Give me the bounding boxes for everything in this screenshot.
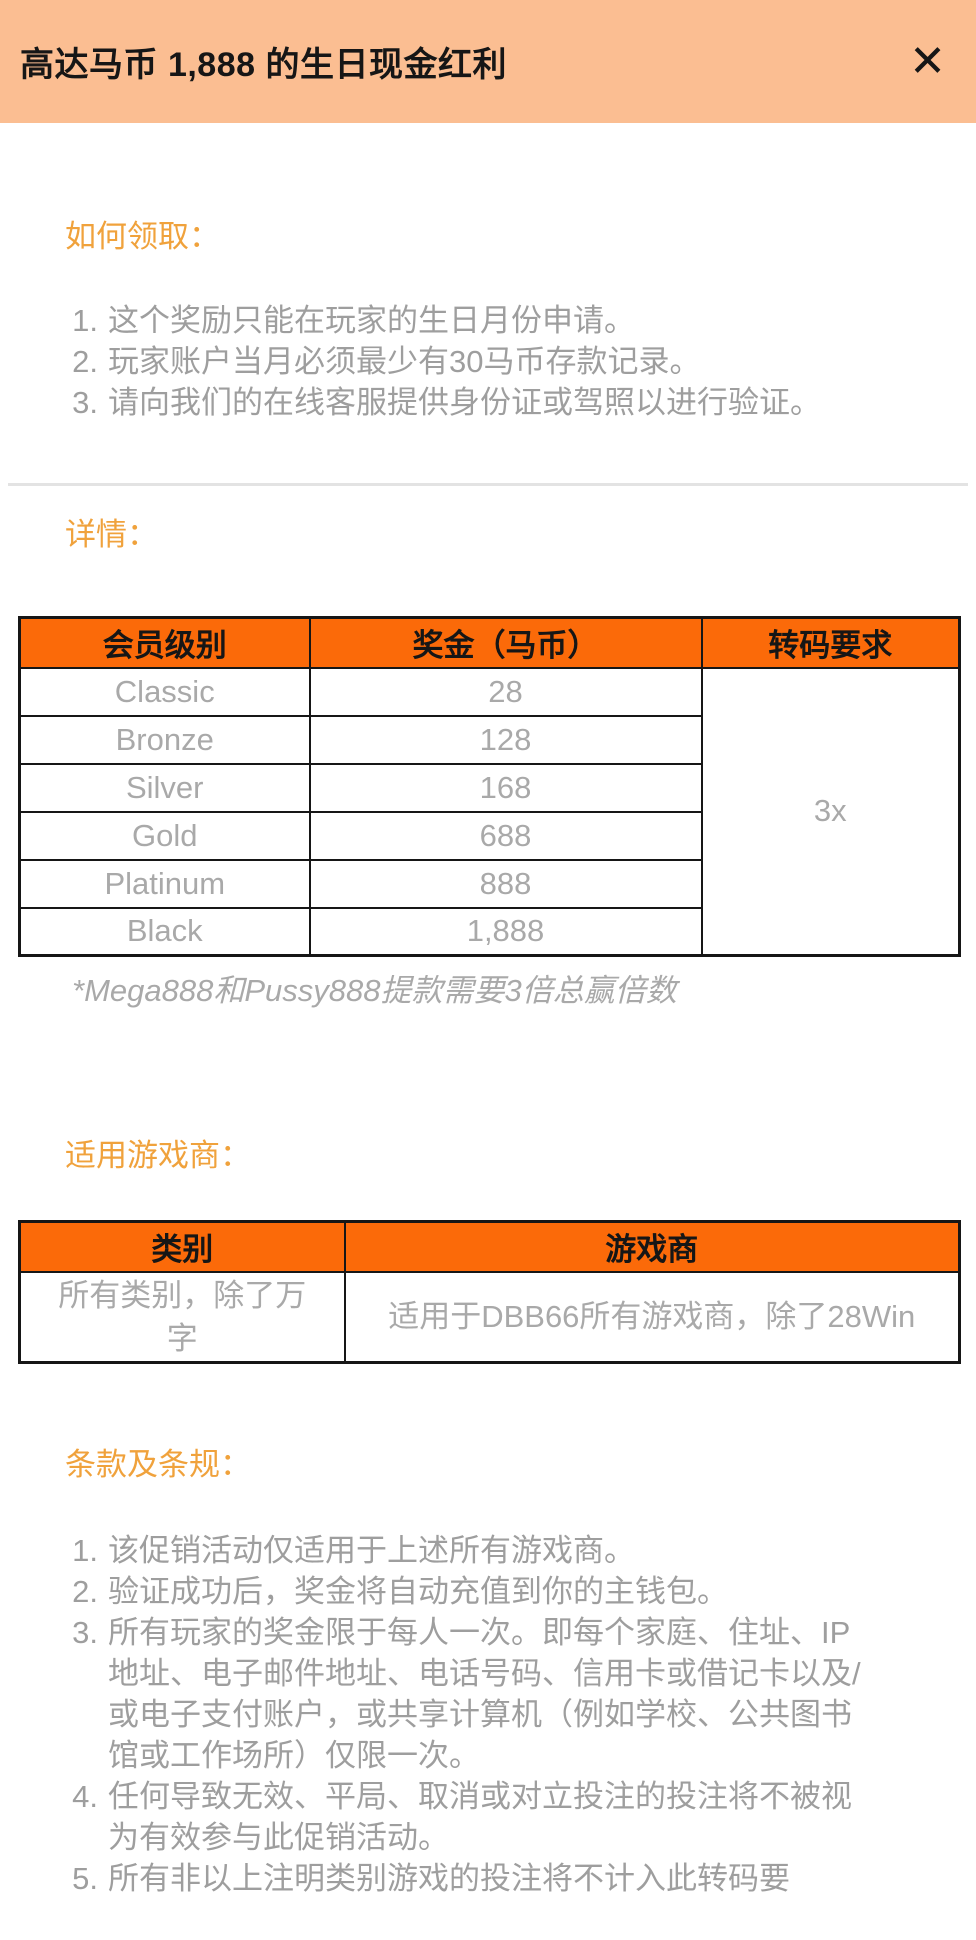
- providers-col-provider: 游戏商: [343, 1220, 961, 1273]
- list-item: 请向我们的在线客服提供身份证或驾照以进行验证。: [68, 382, 821, 423]
- modal-content: 如何领取： 这个奖励只能在玩家的生日月份申请。 玩家账户当月必须最少有30马币存款…: [0, 123, 976, 1899]
- table-cell: Gold: [18, 810, 311, 861]
- list-item: 所有玩家的奖金限于每人一次。即每个家庭、住址、IP地址、电子邮件地址、电话号码、…: [68, 1612, 861, 1773]
- table-cell: 888: [308, 858, 703, 909]
- page-title: 高达马币 1,888 的生日现金红利: [20, 46, 507, 84]
- table-cell: 28: [308, 666, 703, 717]
- table-row: Black 1,888: [18, 906, 960, 957]
- table-cell: 1,888: [308, 906, 703, 957]
- details-col-turnover: 转码要求: [700, 616, 961, 669]
- table-cell: Bronze: [18, 714, 311, 765]
- modal-header: 高达马币 1,888 的生日现金红利 ✕: [0, 0, 976, 123]
- providers-table-header-row: 类别 游戏商: [18, 1220, 961, 1273]
- details-table-body: Classic 28 3x Bronze 128 Silver 168 Gold 688 Plat…: [18, 666, 961, 957]
- providers-provider-cell: 适用于DBB66所有游戏商，除了28Win: [343, 1270, 961, 1364]
- list-item: 任何导致无效、平局、取消或对立投注的投注将不被视为有效参与此促销活动。: [68, 1776, 852, 1855]
- table-cell: Silver: [18, 762, 311, 813]
- list-item: 验证成功后，奖金将自动充值到你的主钱包。: [68, 1571, 728, 1612]
- details-table-header-row: 会员级别 奖金（马币） 转码要求: [18, 616, 961, 669]
- section-divider: [8, 483, 968, 486]
- section-title-how-to-claim: 如何领取：: [65, 219, 220, 254]
- section-title-terms: 条款及条规：: [65, 1447, 251, 1482]
- table-cell: Classic: [18, 666, 311, 717]
- table-cell: Platinum: [18, 858, 311, 909]
- section-title-details: 详情：: [65, 517, 158, 552]
- details-table: 会员级别 奖金（马币） 转码要求 Classic 28 3x Bronze 128 Sil…: [18, 616, 961, 957]
- list-item: 该促销活动仅适用于上述所有游戏商。: [68, 1530, 635, 1571]
- table-row: Silver 168: [18, 762, 960, 813]
- table-cell: 168: [308, 762, 703, 813]
- providers-table-row: 所有类别，除了万字 适用于DBB66所有游戏商，除了28Win: [18, 1270, 961, 1364]
- table-row: Gold 688: [18, 810, 960, 861]
- close-icon[interactable]: ✕: [909, 36, 946, 86]
- terms-list: 该促销活动仅适用于上述所有游戏商。 验证成功后，奖金将自动充值到你的主钱包。 所有玩…: [0, 1530, 976, 1899]
- providers-col-category: 类别: [18, 1220, 346, 1273]
- providers-category-cell: 所有类别，除了万字: [18, 1270, 346, 1364]
- turnover-requirement-cell: 3x: [700, 666, 961, 957]
- table-row: Bronze 128: [18, 714, 960, 765]
- list-item: 所有非以上注明类别游戏的投注将不计入此转码要: [68, 1858, 790, 1899]
- section-title-providers: 适用游戏商：: [65, 1138, 251, 1173]
- table-cell: 128: [308, 714, 703, 765]
- list-item: 这个奖励只能在玩家的生日月份申请。: [68, 300, 635, 341]
- list-item: 玩家账户当月必须最少有30马币存款记录。: [68, 341, 701, 382]
- details-col-bonus: 奖金（马币）: [308, 616, 703, 669]
- providers-table: 类别 游戏商 所有类别，除了万字 适用于DBB66所有游戏商，除了28Win: [18, 1220, 961, 1364]
- details-col-level: 会员级别: [18, 616, 311, 669]
- how-to-claim-list: 这个奖励只能在玩家的生日月份申请。 玩家账户当月必须最少有30马币存款记录。 请向我…: [0, 300, 976, 423]
- table-cell: Black: [18, 906, 311, 957]
- table-cell: 688: [308, 810, 703, 861]
- table-row: Platinum 888: [18, 858, 960, 909]
- details-note: *Mega888和Pussy888提款需要3倍总赢倍数: [72, 973, 677, 1008]
- table-row: Classic 28 3x: [18, 666, 961, 957]
